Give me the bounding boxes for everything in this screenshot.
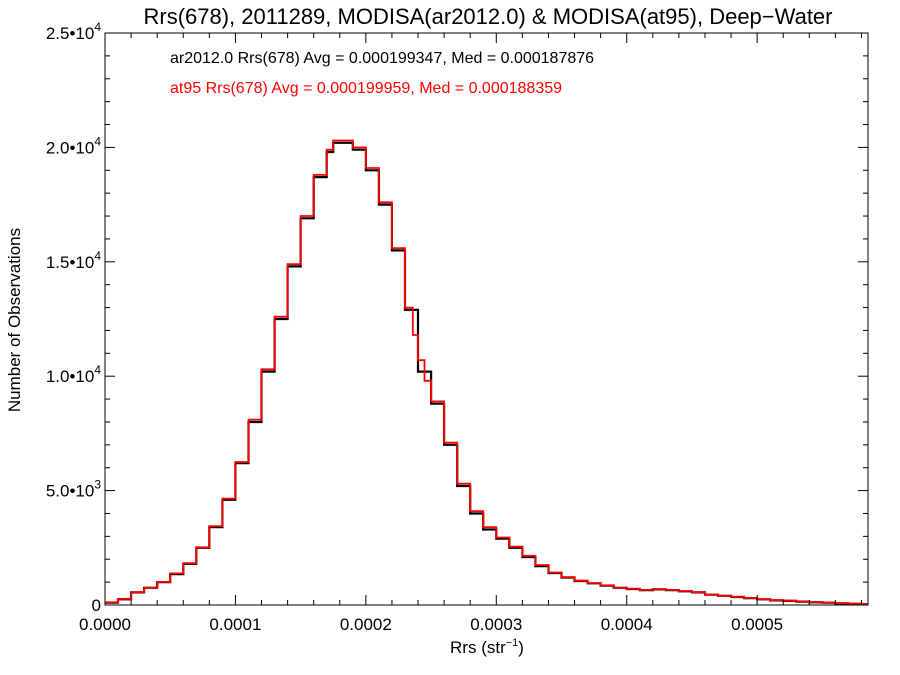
y-tick-label-1: 5.0•103 [46, 478, 102, 501]
plot-area: 0.0000 0.0001 0.0002 0.0003 0.0004 0.0005 0 5.0… [46, 20, 869, 634]
y-tick-label-2: 1.0•104 [46, 363, 102, 386]
series-line-1 [105, 139, 868, 605]
x-tick-label-5: 0.0005 [731, 615, 783, 634]
x-axis-label: Rrs (str−1) [450, 637, 524, 657]
y-axis-label: Number of Observations [5, 228, 24, 412]
x-tick-label-1: 0.0001 [209, 615, 261, 634]
plot-frame [104, 32, 869, 606]
series-line-0 [105, 141, 868, 606]
x-tick-label-3: 0.0003 [470, 615, 522, 634]
x-tick-label-2: 0.0002 [340, 615, 392, 634]
y-tick-label-0: 0 [92, 596, 101, 615]
y-tick-label-3: 1.5•104 [46, 249, 102, 272]
x-tick-label-0: 0.0000 [79, 615, 131, 634]
annotation-ar2012: ar2012.0 Rrs(678) Avg = 0.000199347, Med… [170, 50, 594, 67]
y-tick-label-5: 2.5•104 [46, 20, 102, 43]
annotation-at95: at95 Rrs(678) Avg = 0.000199959, Med = 0… [170, 80, 562, 97]
chart-title: Rrs(678), 2011289, MODISA(ar2012.0) & MO… [143, 4, 832, 29]
y-tick-label-4: 2.0•104 [46, 134, 102, 157]
x-tick-label-4: 0.0004 [601, 615, 653, 634]
